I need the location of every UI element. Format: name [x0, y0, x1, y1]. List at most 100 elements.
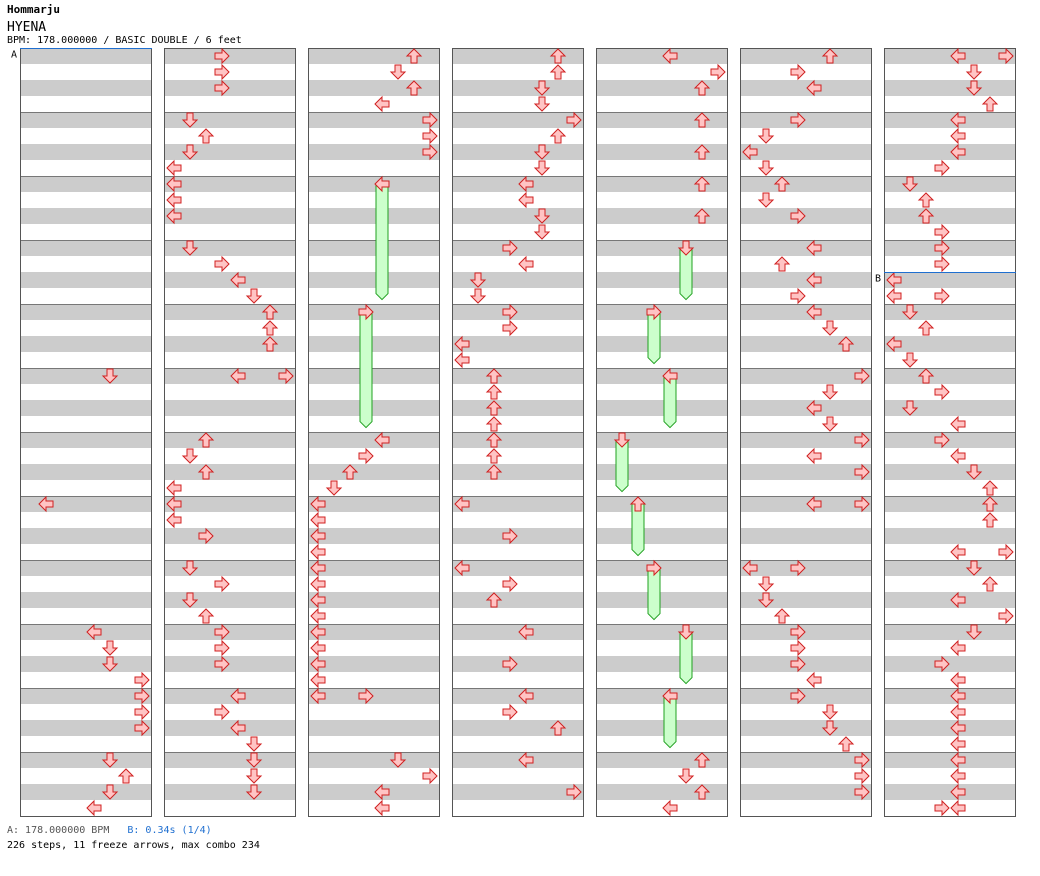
beat-stripe	[740, 528, 872, 544]
beat-stripe	[20, 400, 152, 416]
step-arrow-left	[230, 367, 246, 385]
step-arrow-down	[181, 144, 199, 160]
beat-stripe	[884, 784, 1016, 800]
step-arrow-right	[134, 719, 150, 737]
step-arrow-down	[901, 352, 919, 368]
step-arrow-left	[806, 79, 822, 97]
beat-stripe	[740, 432, 872, 448]
step-arrow-left	[806, 495, 822, 513]
beat-stripe	[740, 752, 872, 768]
beat-stripe	[884, 400, 1016, 416]
beat-stripe	[596, 752, 728, 768]
beat-stripe	[308, 752, 440, 768]
beat-stripe	[164, 272, 296, 288]
beat-stripe	[740, 144, 872, 160]
beat-stripe	[740, 784, 872, 800]
beat-stripe	[740, 624, 872, 640]
step-arrow-left	[950, 735, 966, 753]
beat-stripe	[596, 272, 728, 288]
step-arrow-down	[613, 432, 631, 448]
step-arrow-right	[502, 703, 518, 721]
step-arrow-right	[502, 575, 518, 593]
step-arrow-right	[854, 367, 870, 385]
step-arrow-right	[790, 287, 806, 305]
step-arrow-left	[518, 255, 534, 273]
beat-stripe	[164, 688, 296, 704]
step-arrow-left	[310, 543, 326, 561]
beat-stripe	[452, 528, 584, 544]
step-arrow-up	[917, 320, 935, 336]
step-arrow-right	[646, 559, 662, 577]
step-arrow-left	[950, 127, 966, 145]
beat-stripe	[452, 240, 584, 256]
step-arrow-right	[790, 559, 806, 577]
freeze-arrow	[663, 375, 677, 429]
beat-stripe	[740, 48, 872, 64]
beat-stripe	[884, 304, 1016, 320]
step-arrow-right	[934, 655, 950, 673]
beat-stripe	[164, 432, 296, 448]
beat-stripe	[308, 144, 440, 160]
step-arrow-left	[950, 591, 966, 609]
beat-stripe	[308, 656, 440, 672]
step-arrow-left	[886, 287, 902, 305]
freeze-arrow	[631, 503, 645, 557]
step-arrow-left	[230, 271, 246, 289]
step-arrow-left	[950, 143, 966, 161]
step-arrow-up	[821, 48, 839, 64]
step-arrow-down	[181, 592, 199, 608]
legend-b: B: 0.34s (1/4)	[127, 825, 212, 836]
step-arrow-left	[166, 207, 182, 225]
step-arrow-left	[742, 559, 758, 577]
step-arrow-right	[854, 463, 870, 481]
step-arrow-right	[358, 447, 374, 465]
step-arrow-up	[693, 144, 711, 160]
beat-stripe	[596, 144, 728, 160]
beat-stripe	[20, 48, 152, 64]
beat-stripe	[20, 464, 152, 480]
step-arrow-right	[934, 239, 950, 257]
step-arrow-up	[549, 720, 567, 736]
beat-stripe	[452, 656, 584, 672]
step-arrow-up	[693, 784, 711, 800]
step-arrow-left	[310, 511, 326, 529]
step-arrow-up	[693, 208, 711, 224]
step-arrow-left	[374, 431, 390, 449]
beat-stripe	[884, 496, 1016, 512]
beat-stripe	[452, 176, 584, 192]
beat-stripe	[20, 368, 152, 384]
step-arrow-up	[405, 48, 423, 64]
step-arrow-up	[485, 448, 503, 464]
chart-info: BPM: 178.000000 / BASIC DOUBLE / 6 feet	[7, 35, 242, 46]
chart-column	[884, 48, 1016, 817]
step-arrow-left	[950, 799, 966, 817]
step-arrow-right	[934, 223, 950, 241]
chart-columns	[20, 48, 1016, 817]
step-arrows	[38, 47, 1014, 817]
beat-stripe	[308, 208, 440, 224]
beat-stripe	[20, 432, 152, 448]
beat-stripe	[452, 208, 584, 224]
beat-stripe	[740, 720, 872, 736]
step-arrow-left	[310, 591, 326, 609]
beat-stripe	[596, 176, 728, 192]
step-arrow-up	[837, 736, 855, 752]
beat-stripe	[884, 528, 1016, 544]
step-arrow-up	[773, 176, 791, 192]
step-arrow-up	[485, 368, 503, 384]
beat-stripe	[596, 336, 728, 352]
step-arrow-right	[934, 255, 950, 273]
beat-stripe	[596, 464, 728, 480]
beat-stripe	[164, 336, 296, 352]
beat-stripe	[884, 592, 1016, 608]
step-arrow-left	[310, 687, 326, 705]
beat-stripe	[308, 48, 440, 64]
beat-stripe	[884, 656, 1016, 672]
step-arrow-down	[965, 64, 983, 80]
beat-stripe	[20, 592, 152, 608]
step-arrow-left	[950, 447, 966, 465]
step-arrow-down	[389, 64, 407, 80]
step-arrow-left	[950, 767, 966, 785]
step-arrow-left	[950, 783, 966, 801]
step-arrow-right	[422, 111, 438, 129]
